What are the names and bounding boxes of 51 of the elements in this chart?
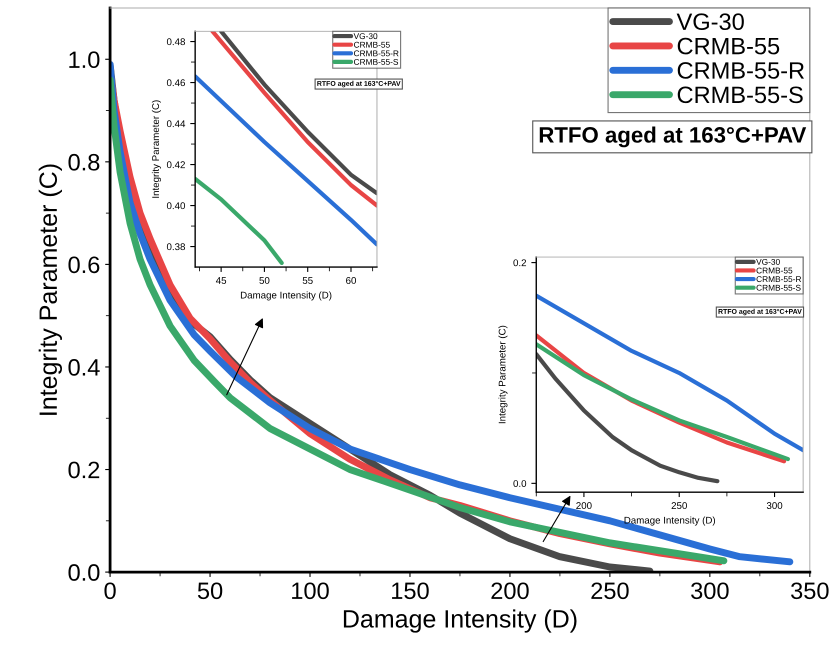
x-tick-label: 45 [216,277,226,284]
legend-label: CRMB-55 [678,38,780,54]
legend-label: CRMB-55-S [678,86,803,104]
legend-label: CRMB-55-R [756,276,802,282]
y-tick-label: 0.44 [166,120,186,128]
y-tick-label: 0.0 [513,480,526,487]
y-tick-label: 0.2 [68,462,100,478]
x-tick-label: 150 [392,582,429,600]
legend-label: CRMB-55 [756,268,792,274]
x-tick-label: 0 [104,582,116,600]
y-tick-label: 0.2 [513,259,526,266]
legend-label: CRMB-55-R [678,62,804,79]
x-tick-label: 55 [302,277,313,284]
y-axis-title: Integrity Parameter (C) [38,164,62,415]
x-tick-label: 250 [591,582,629,600]
y-tick-label: 0.48 [166,38,186,46]
legend-label: VG-30 [756,258,780,265]
x-tick-label: 200 [491,582,529,600]
x-tick-label: 300 [691,582,729,600]
y-tick-label: 1.0 [69,51,100,68]
line-series [536,352,720,484]
y-tick-label: 0.38 [166,243,186,250]
legend-label: CRMB-55 [354,42,390,48]
legend-label: CRMB-55-R [354,50,399,56]
x-tick-label: 350 [791,582,829,600]
legend-label: CRMB-55-S [354,58,398,65]
y-axis-title: Integrity Parameter (C) [498,326,508,424]
x-axis-title: Damage Intensity (D) [624,516,716,526]
y-tick-label: 0.0 [68,564,100,581]
line-series [536,294,804,452]
x-tick-label: 50 [259,277,270,284]
x-tick-label: 300 [766,502,782,510]
y-tick-label: 0.40 [166,202,186,210]
y-tick-label: 0.42 [166,161,185,168]
x-tick-label: 200 [576,502,592,510]
legend-label: VG-30 [676,13,744,30]
x-axis-title: Damage Intensity (D) [344,609,577,633]
x-tick-label: 50 [198,582,222,600]
y-tick-label: 0.46 [166,79,186,86]
y-tick-label: 0.8 [68,154,100,171]
annotation: RTFO aged at 163°C+PAV [540,126,806,148]
x-axis-title: Damage Intensity (D) [240,291,332,300]
y-tick-label: 0.4 [68,359,100,376]
legend-label: CRMB-55-S [756,284,801,291]
x-tick-label: 100 [292,582,329,600]
legend-label: VG-30 [354,33,378,40]
x-tick-label: 250 [672,502,687,510]
y-tick-label: 0.6 [68,256,100,274]
y-axis-title: Integrity Parameter (C) [152,100,161,198]
line-series [195,176,284,266]
x-tick-label: 60 [346,277,356,284]
